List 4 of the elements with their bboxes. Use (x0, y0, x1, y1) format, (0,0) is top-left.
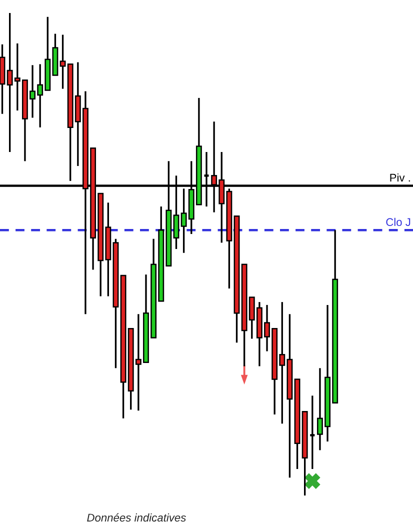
ref-line-label: Piv . (390, 173, 410, 182)
text: Données indicatives (87, 513, 186, 522)
candlestick (309, 394, 316, 470)
ref-line-label: Clo J (386, 218, 410, 226)
